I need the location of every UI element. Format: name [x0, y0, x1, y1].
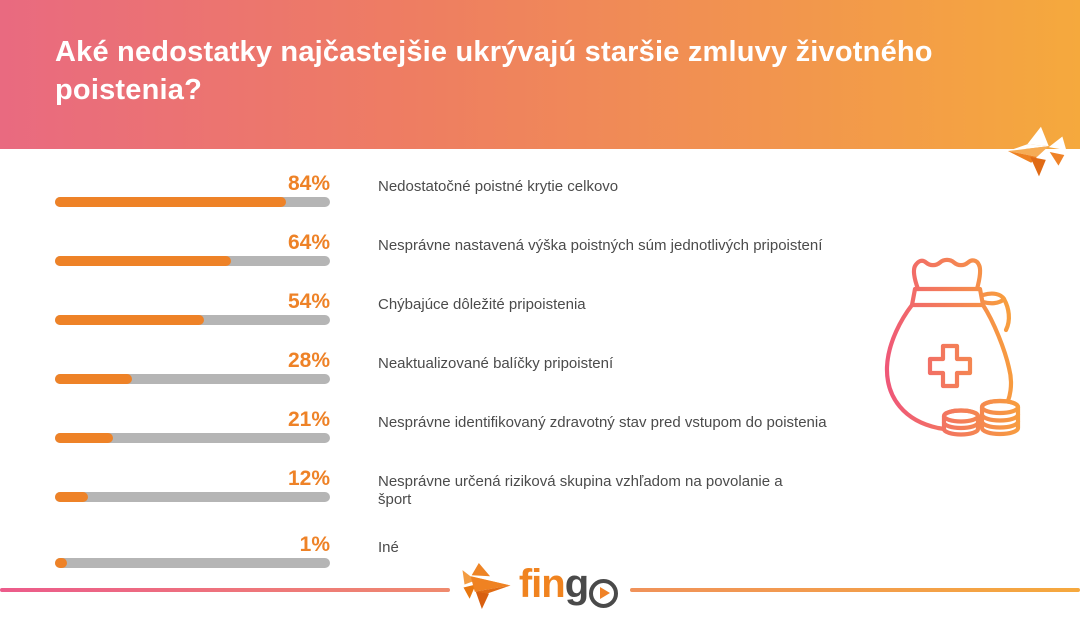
origami-fish-icon — [1007, 126, 1067, 177]
bar-row: 12% Nesprávne určená riziková skupina vz… — [55, 467, 1035, 509]
bar-column: 12% — [55, 467, 330, 502]
bar-column: 1% — [55, 533, 330, 568]
category-label: Iné — [378, 539, 399, 556]
bar-fill — [55, 315, 204, 325]
wordmark-g: g — [564, 562, 589, 607]
category-label: Nesprávne určená riziková skupina vzhľad… — [378, 473, 783, 508]
bar-column: 84% — [55, 172, 330, 207]
value-label: 84% — [287, 172, 330, 195]
bar-fill — [55, 374, 132, 384]
bar-track — [55, 197, 330, 207]
bar-column: 21% — [55, 408, 330, 443]
bar-column: 54% — [55, 290, 330, 325]
category-label: Chýbajúce dôležité pripoistenia — [378, 296, 586, 313]
bar-column: 28% — [55, 349, 330, 384]
bar-chart: 84% Nedostatočné poistné krytie celkovo … — [55, 172, 1035, 592]
bar-track — [55, 315, 330, 325]
footer-divider-right — [630, 588, 1080, 592]
bar-track — [55, 256, 330, 266]
value-label: 54% — [287, 290, 330, 313]
footer-divider-left — [0, 588, 450, 592]
footer: fing — [0, 560, 1080, 612]
bar-track — [55, 374, 330, 384]
header-banner: Aké nedostatky najčastejšie ukrývajú sta… — [0, 0, 1080, 149]
bar-fill — [55, 433, 113, 443]
bar-fill — [55, 492, 88, 502]
bar-row: 64% Nesprávne nastavená výška poistných … — [55, 231, 1035, 266]
bar-row: 54% Chýbajúce dôležité pripoistenia — [55, 290, 1035, 325]
bar-row: 84% Nedostatočné poistné krytie celkovo — [55, 172, 1035, 207]
bar-track — [55, 558, 330, 568]
category-label: Nesprávne nastavená výška poistných súm … — [378, 237, 823, 254]
category-label: Nesprávne identifikovaný zdravotný stav … — [378, 414, 827, 431]
fingo-logo: fing — [462, 562, 619, 610]
play-icon — [600, 587, 611, 600]
wordmark-o-ring — [589, 578, 619, 608]
value-label: 28% — [287, 349, 330, 372]
wordmark-fin: fin — [518, 562, 566, 607]
bar-column: 64% — [55, 231, 330, 266]
money-bag-medical-icon — [884, 257, 1021, 437]
category-label: Nedostatočné poistné krytie celkovo — [378, 178, 619, 195]
value-label: 21% — [287, 408, 330, 431]
category-label: Neaktualizované balíčky pripoistení — [378, 355, 614, 372]
bar-fill — [55, 197, 286, 207]
value-label: 1% — [299, 533, 330, 556]
fingo-wordmark: fing — [518, 562, 619, 608]
page-title: Aké nedostatky najčastejšie ukrývajú sta… — [55, 36, 933, 106]
value-label: 64% — [287, 231, 330, 254]
bar-row: 1% Iné — [55, 533, 1035, 568]
fingo-fish-icon — [462, 562, 511, 609]
bar-fill — [55, 558, 67, 568]
bar-fill — [55, 256, 231, 266]
bar-row: 21% Nesprávne identifikovaný zdravotný s… — [55, 408, 1035, 443]
bar-track — [55, 492, 330, 502]
bar-row: 28% Neaktualizované balíčky pripoistení — [55, 349, 1035, 384]
bar-track — [55, 433, 330, 443]
value-label: 12% — [287, 467, 330, 490]
